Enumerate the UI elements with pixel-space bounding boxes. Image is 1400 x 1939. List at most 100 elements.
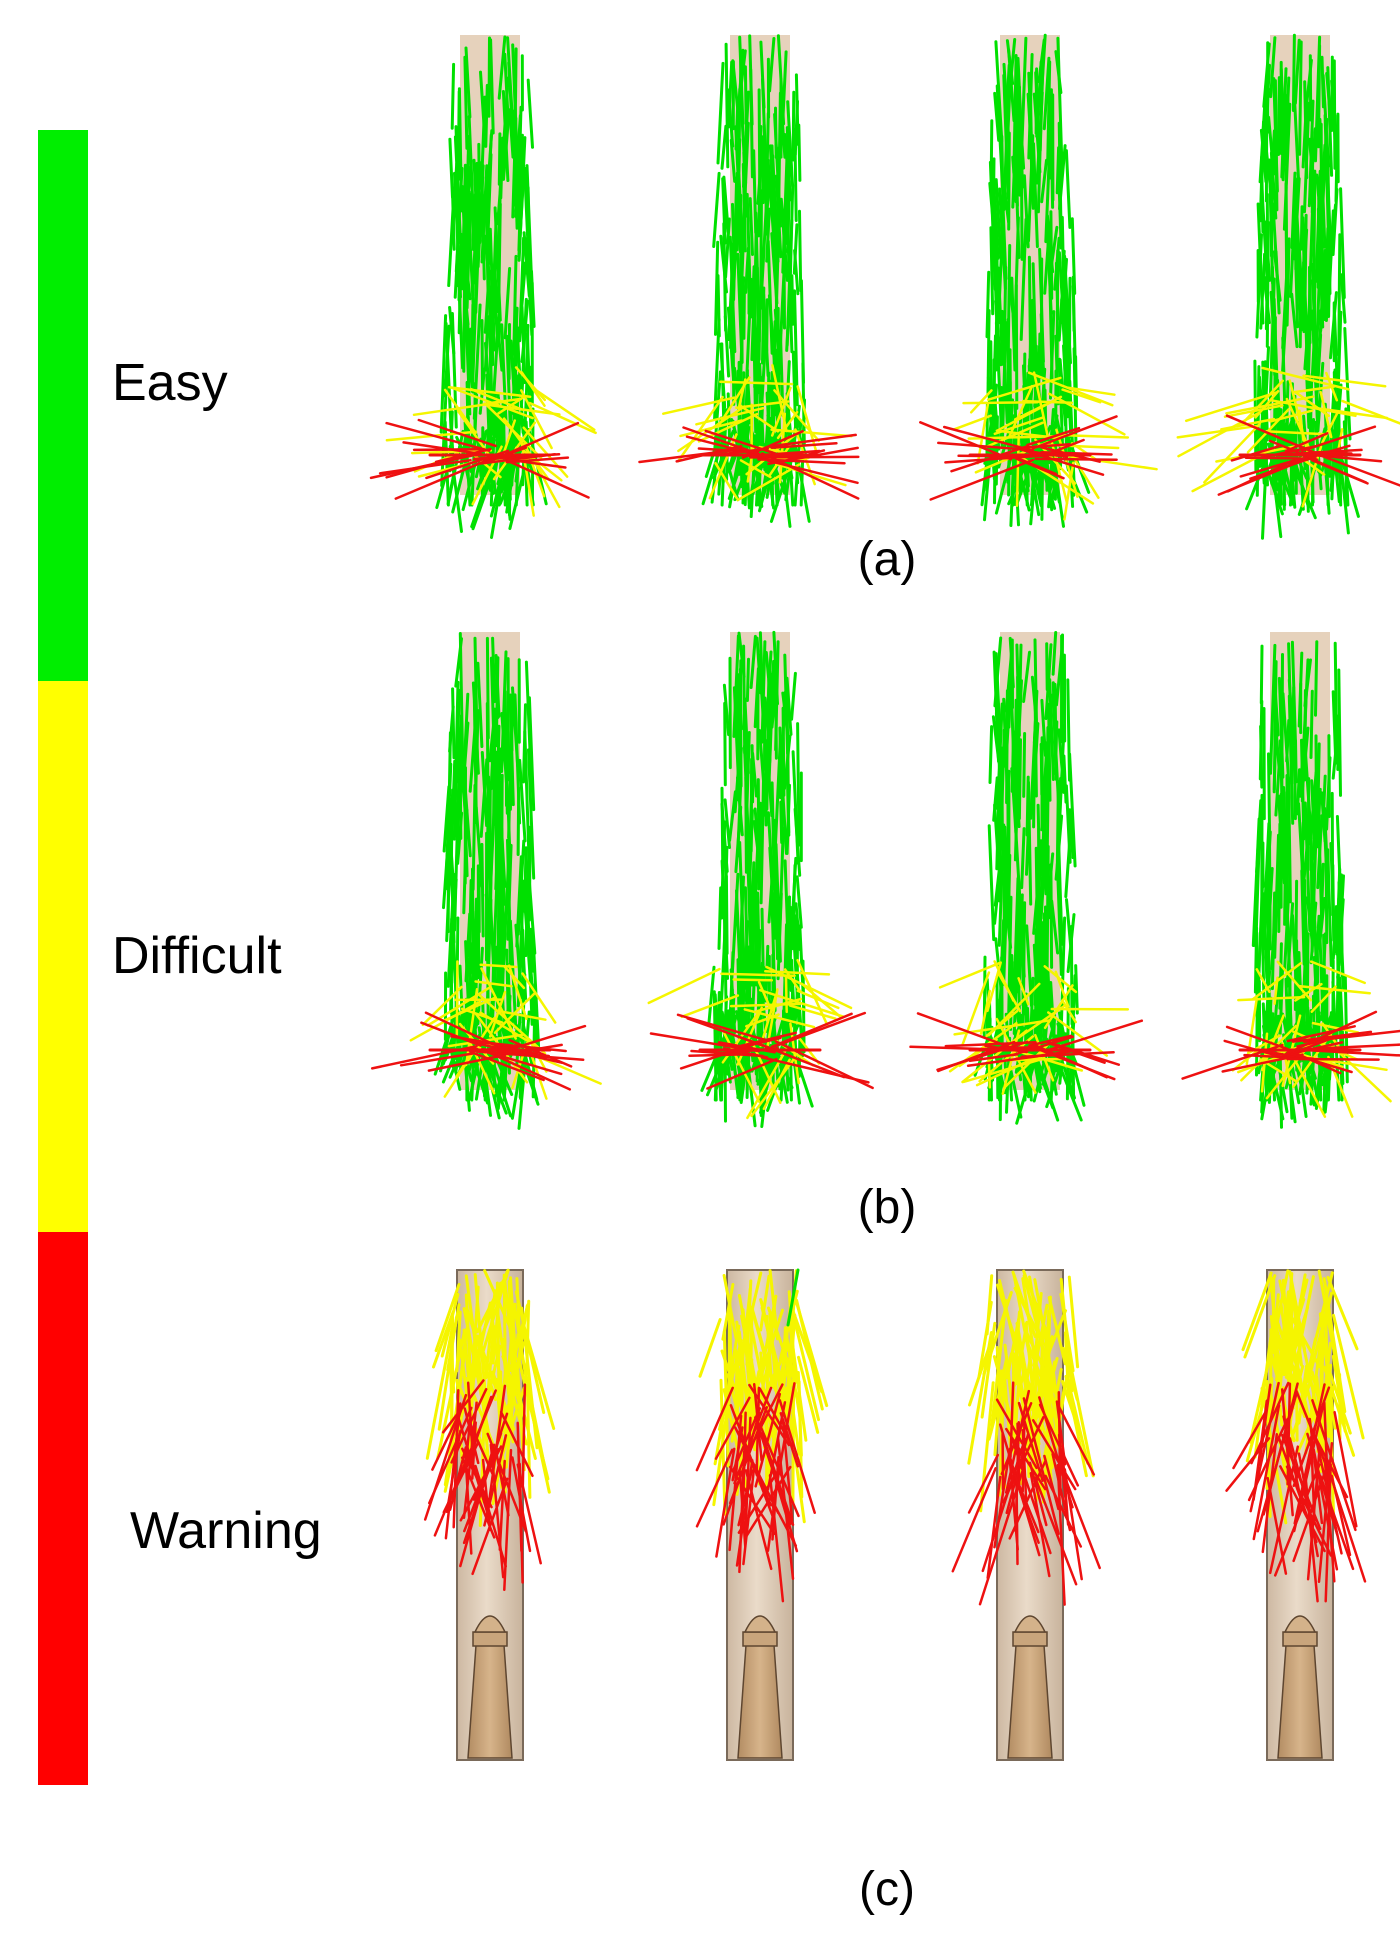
- strand-green: [997, 847, 1005, 947]
- strand-green: [1264, 144, 1273, 197]
- strand-green: [478, 193, 487, 245]
- strand-yellow: [1203, 422, 1262, 484]
- strand-green: [1046, 969, 1052, 1022]
- strand-green: [785, 767, 791, 837]
- strand-red: [1014, 457, 1065, 480]
- strand-yellow: [1273, 976, 1279, 1005]
- strand-green: [508, 453, 512, 517]
- strand-yellow: [421, 985, 463, 1027]
- strand-yellow: [791, 1309, 824, 1394]
- strand-red: [1333, 1410, 1358, 1528]
- strand-green: [1054, 720, 1059, 766]
- strand-green: [500, 323, 508, 423]
- strand-green: [468, 1042, 484, 1101]
- strand-green: [770, 232, 779, 305]
- strand-green: [506, 36, 515, 133]
- strand-green: [770, 781, 776, 891]
- strand-yellow: [788, 1004, 837, 1020]
- strand-red: [516, 1421, 523, 1553]
- strand-red: [444, 1402, 462, 1540]
- strand-green: [1057, 728, 1066, 794]
- strand-yellow: [770, 386, 792, 437]
- strand-green: [778, 827, 785, 921]
- strand-green: [1047, 110, 1052, 180]
- strand-green: [791, 863, 797, 951]
- strand-green: [1017, 738, 1022, 820]
- strand-red: [706, 1057, 778, 1090]
- strand-green: [768, 37, 776, 93]
- strand-green: [1006, 244, 1012, 364]
- strand-green: [1277, 676, 1285, 779]
- strand-yellow: [986, 961, 1002, 1013]
- strand-red: [441, 1379, 485, 1434]
- strand-yellow: [1225, 395, 1315, 415]
- strand-red: [978, 1469, 1024, 1606]
- strand-yellow: [680, 994, 740, 1019]
- strand-red: [748, 1383, 791, 1447]
- strand-yellow: [986, 376, 1062, 401]
- strand-red: [1028, 1461, 1048, 1527]
- strand-green: [458, 738, 463, 840]
- strand-green: [524, 660, 533, 790]
- strand-yellow: [412, 400, 507, 417]
- strand-red: [778, 1399, 816, 1514]
- strand-red: [929, 458, 1035, 501]
- strand-red: [1300, 425, 1377, 453]
- strand-green: [742, 151, 748, 218]
- strand-green: [1264, 87, 1270, 133]
- strand-green: [988, 725, 994, 784]
- strand-green: [1068, 752, 1077, 868]
- strand-green: [512, 254, 518, 356]
- strand-green: [796, 722, 801, 847]
- strand-green: [522, 703, 527, 784]
- strand-green: [492, 831, 501, 958]
- strand-green: [1325, 756, 1332, 831]
- strand-yellow: [1033, 1302, 1040, 1404]
- strand-green: [463, 55, 469, 150]
- strand-red: [993, 1447, 1012, 1549]
- strand-green: [1265, 873, 1271, 1001]
- strand-green: [1042, 56, 1051, 131]
- strand-green: [1318, 226, 1325, 317]
- strand-green: [1256, 799, 1263, 853]
- strand-green: [1269, 36, 1277, 99]
- strand-green: [748, 197, 754, 256]
- strand-green: [1070, 217, 1077, 295]
- strand-yellow: [732, 978, 774, 982]
- strand-green: [1049, 210, 1054, 300]
- strand-yellow: [521, 972, 557, 1024]
- view-2: [638, 34, 860, 528]
- strand-yellow: [993, 416, 1045, 436]
- strand-yellow: [1061, 433, 1130, 439]
- strand-green: [1032, 689, 1039, 745]
- strand-green: [1262, 892, 1269, 980]
- strand-red: [951, 1467, 997, 1573]
- strand-yellow: [1245, 997, 1259, 1066]
- strand-red: [483, 1434, 508, 1527]
- strand-red: [936, 1040, 1016, 1073]
- strand-green: [1001, 197, 1008, 281]
- strand-red: [456, 1414, 490, 1518]
- strand-green: [451, 433, 474, 514]
- strand-red: [1014, 1421, 1021, 1533]
- difficulty-scale: [38, 130, 88, 1785]
- strand-green: [757, 88, 762, 192]
- strand-green: [1014, 895, 1021, 994]
- strand-yellow: [1302, 374, 1387, 388]
- strand-green: [1326, 66, 1334, 177]
- strand-yellow: [1255, 968, 1271, 994]
- strand-green: [1047, 702, 1052, 802]
- strand-green: [1329, 291, 1338, 360]
- strand-green: [994, 178, 1003, 259]
- strand-green: [1310, 779, 1316, 840]
- strand-green: [774, 899, 779, 961]
- strand-yellow: [1341, 399, 1400, 425]
- strand-green: [527, 881, 537, 955]
- view-1: [370, 632, 602, 1130]
- strand-green: [1031, 262, 1038, 374]
- strand-red: [1031, 415, 1118, 450]
- strand-red: [1044, 1474, 1083, 1548]
- strand-green: [1285, 719, 1291, 763]
- strand-green: [514, 444, 522, 483]
